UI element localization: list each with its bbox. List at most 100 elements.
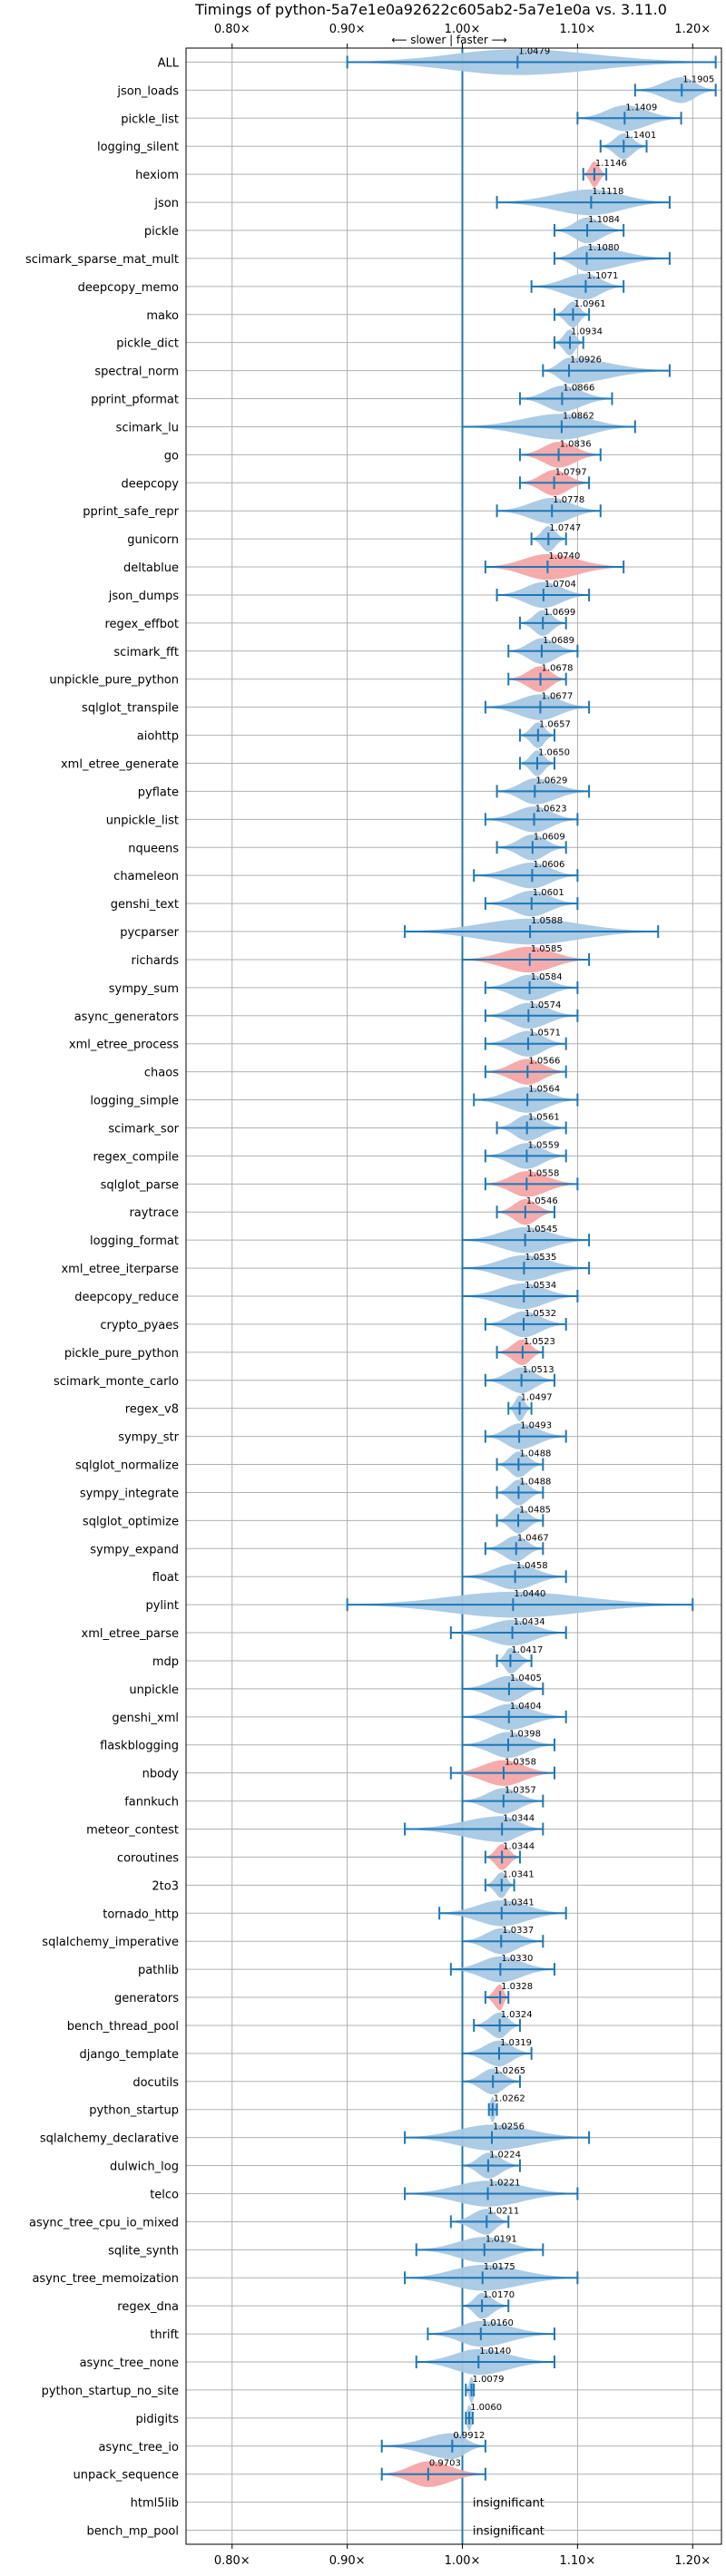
value-label: 1.0629 xyxy=(535,776,567,785)
benchmark-label: mdp xyxy=(152,1655,179,1669)
benchmark-label: meteor_contest xyxy=(86,1824,179,1838)
marks-layer xyxy=(346,48,717,2544)
benchmark-label: float xyxy=(152,1571,179,1585)
benchmark-label: 2to3 xyxy=(152,1879,179,1893)
benchmark-label: pickle_list xyxy=(121,112,179,126)
benchmark-label: deepcopy xyxy=(121,477,179,491)
value-label: 1.0221 xyxy=(489,2178,521,2188)
value-label: 1.0678 xyxy=(542,664,574,674)
benchmark-label: sqlglot_normalize xyxy=(75,1459,179,1473)
x-tick-label-top: 1.00× xyxy=(445,23,481,36)
benchmark-label: xml_etree_process xyxy=(69,1039,179,1052)
value-label: 1.0606 xyxy=(533,860,564,870)
benchmark-label: django_template xyxy=(80,2048,179,2062)
value-label: 1.0747 xyxy=(549,523,581,533)
value-label: 1.0170 xyxy=(483,2290,515,2300)
benchmark-label: tornado_http xyxy=(103,1908,179,1921)
benchmark-label: xml_etree_generate xyxy=(61,757,179,771)
value-label: 1.0256 xyxy=(493,2122,525,2132)
x-tick-label-bottom: 1.00× xyxy=(445,2554,481,2568)
value-label: 1.0224 xyxy=(489,2151,521,2161)
benchmark-label: chameleon xyxy=(113,870,179,883)
x-tick-label-top: 1.20× xyxy=(674,23,711,36)
value-label: 1.0677 xyxy=(541,692,573,702)
value-label: 1.0862 xyxy=(563,411,594,421)
value-label: 1.0513 xyxy=(523,1365,554,1375)
benchmark-label: sqlite_synth xyxy=(108,2244,179,2258)
benchmark-label: nbody xyxy=(142,1768,180,1781)
labels-layer: 0.80× 0.80× 0.90× 0.90× 1.00× 1.00× 1.10× 1.10×… xyxy=(25,23,714,2568)
benchmark-label: sqlalchemy_imperative xyxy=(42,1936,179,1949)
benchmark-label: html5lib xyxy=(131,2497,179,2511)
benchmark-label: unpack_sequence xyxy=(73,2469,179,2483)
benchmark-label: crypto_pyaes xyxy=(100,1319,179,1332)
benchmark-label: sqlglot_transpile xyxy=(82,702,179,716)
value-label: 0.9703 xyxy=(429,2459,461,2469)
benchmark-label: pycparser xyxy=(120,926,179,940)
chart-title: Timings of python-5a7e1e0a92622c605ab2-5… xyxy=(194,1,667,18)
value-label: 1.1084 xyxy=(588,215,620,225)
benchmark-label: pylint xyxy=(145,1599,179,1613)
benchmark-label: pprint_pformat xyxy=(91,394,179,407)
value-label: 1.0488 xyxy=(519,1449,551,1459)
value-label: 1.0609 xyxy=(534,832,565,842)
benchmark-label: python_startup xyxy=(89,2104,179,2118)
value-label: 1.0650 xyxy=(538,747,570,757)
value-label: 1.0926 xyxy=(570,356,602,366)
x-tick-label-bottom: 1.20× xyxy=(674,2554,711,2568)
value-label: 1.0699 xyxy=(544,608,575,618)
value-label: 1.0488 xyxy=(519,1477,551,1487)
benchmark-label: genshi_xml xyxy=(112,1712,179,1725)
benchmark-label: sympy_sum xyxy=(109,982,179,996)
benchmark-label: scimark_sor xyxy=(108,1122,179,1136)
value-label: 1.0574 xyxy=(529,1000,561,1010)
value-label: 1.0535 xyxy=(525,1253,556,1263)
benchmark-label: hexiom xyxy=(135,169,179,182)
value-label: 1.0358 xyxy=(505,1758,536,1768)
benchmark-label: pidigits xyxy=(136,2413,180,2426)
benchmark-label: pyflate xyxy=(138,785,179,799)
benchmark-label: sympy_integrate xyxy=(80,1487,179,1500)
value-label: 1.0140 xyxy=(479,2347,511,2356)
value-label: 1.0657 xyxy=(539,720,571,730)
benchmark-label: bench_mp_pool xyxy=(86,2525,179,2539)
plot-frame xyxy=(185,47,722,2545)
value-label: 1.0564 xyxy=(528,1085,560,1095)
benchmark-label: mako xyxy=(146,309,179,323)
value-label: 1.1071 xyxy=(586,271,618,281)
benchmark-label: sqlalchemy_declarative xyxy=(40,2132,179,2146)
value-label: 1.0079 xyxy=(473,2375,505,2385)
benchmark-label: ALL xyxy=(158,56,180,70)
insignificant-label: insignificant xyxy=(473,2525,544,2539)
benchmark-label: scimark_sparse_mat_mult xyxy=(25,253,179,267)
benchmark-label: docutils xyxy=(132,2076,179,2090)
benchmark-label: genshi_text xyxy=(111,898,179,912)
value-label: 1.0330 xyxy=(501,1954,533,1964)
value-label: 1.0523 xyxy=(524,1337,555,1347)
benchmark-label: telco xyxy=(150,2188,179,2201)
benchmark-label: dulwich_log xyxy=(110,2161,179,2174)
value-label: 1.0485 xyxy=(519,1505,551,1515)
benchmark-label: fannkuch xyxy=(124,1796,179,1810)
benchmark-label: xml_etree_parse xyxy=(82,1627,179,1641)
benchmark-label: unpickle_pure_python xyxy=(49,674,179,688)
benchmark-label: sqlglot_optimize xyxy=(83,1515,179,1528)
value-label: 1.0319 xyxy=(500,2038,532,2048)
value-label: 1.0601 xyxy=(533,888,564,898)
value-label: 1.0546 xyxy=(526,1196,558,1206)
value-label: 1.0778 xyxy=(553,495,584,505)
benchmark-label: deltablue xyxy=(123,561,179,575)
value-label: 1.0584 xyxy=(531,972,563,982)
benchmark-label: regex_v8 xyxy=(125,1403,179,1417)
benchmark-label: regex_effbot xyxy=(104,618,179,631)
x-tick-label-top: 0.80× xyxy=(214,23,250,36)
chart-subtitle: ⟵ slower | faster ⟶ xyxy=(391,34,507,46)
benchmark-label: unpickle xyxy=(129,1683,179,1697)
value-label: 1.0545 xyxy=(526,1225,558,1234)
grid-layer xyxy=(186,44,721,2549)
value-label: 1.0559 xyxy=(527,1140,559,1150)
x-tick-label-top: 0.90× xyxy=(329,23,366,36)
value-label: 0.9912 xyxy=(453,2431,485,2441)
value-label: 1.0160 xyxy=(482,2318,514,2328)
value-label: 1.0561 xyxy=(528,1112,560,1122)
